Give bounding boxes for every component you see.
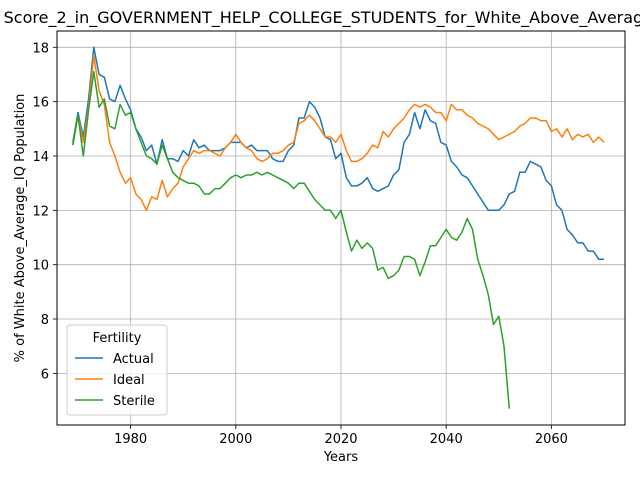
series-line-actual — [72, 46, 604, 260]
y-tick-label: 18 — [32, 41, 49, 56]
chart-title: Score_2_in_GOVERNMENT_HELP_COLLEGE_STUDE… — [4, 8, 640, 28]
legend-box — [66, 324, 168, 416]
series-lines — [72, 46, 605, 409]
y-tick-label: 16 — [32, 96, 49, 111]
legend-label-actual: Actual — [113, 352, 154, 367]
legend: Fertility Actual Ideal Sterile — [66, 324, 168, 416]
x-tick-label: 2040 — [430, 432, 463, 447]
series-line-sterile — [72, 71, 511, 409]
y-tick-label: 10 — [32, 259, 49, 274]
axis-ticks: 1980 2000 2020 2040 2060 6 8 10 12 14 16 18 — [32, 41, 567, 447]
legend-entries: Actual Ideal Sterile — [75, 352, 155, 409]
x-tick-label: 2060 — [535, 432, 568, 447]
y-tick-label: 6 — [41, 367, 49, 382]
series-line-ideal — [72, 54, 605, 212]
x-tick-label: 2000 — [219, 432, 252, 447]
legend-title: Fertility — [93, 331, 142, 346]
y-axis-label: % of White Above_Average_IQ Population — [13, 94, 28, 363]
x-axis-label: Years — [323, 450, 359, 465]
legend-label-ideal: Ideal — [113, 373, 145, 388]
y-tick-label: 12 — [32, 204, 49, 219]
x-tick-label: 1980 — [114, 432, 147, 447]
legend-label-sterile: Sterile — [113, 394, 155, 409]
y-tick-label: 14 — [32, 150, 49, 165]
y-tick-label: 8 — [41, 313, 49, 328]
x-tick-label: 2020 — [324, 432, 357, 447]
